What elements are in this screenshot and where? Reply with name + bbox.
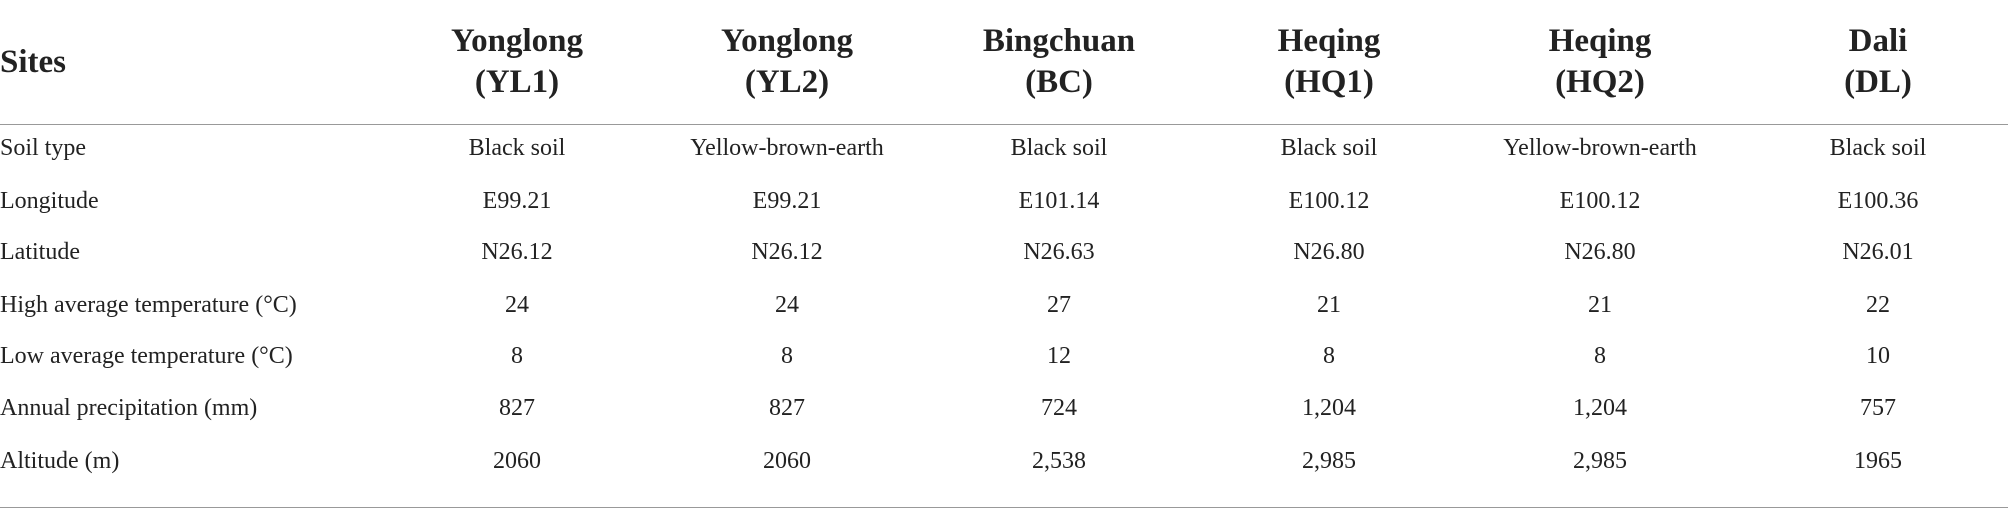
table-cell: E99.21 — [482, 188, 552, 214]
table-cell: Black soil — [1010, 135, 1108, 161]
table-cell: 8 — [511, 343, 523, 369]
table-cell: 21 — [1588, 292, 1612, 318]
table-cell: Black soil — [1829, 135, 1927, 161]
table-cell: E100.12 — [1288, 188, 1370, 214]
table-cell: 12 — [1047, 343, 1071, 369]
table-cell: 8 — [781, 343, 793, 369]
column-code: (BC) — [1025, 64, 1093, 100]
table-cell: 8 — [1323, 343, 1335, 369]
table-cell: N26.80 — [1564, 239, 1636, 265]
table-cell: Black soil — [1280, 135, 1378, 161]
table-cell: N26.01 — [1842, 239, 1914, 265]
table-cell: N26.12 — [481, 239, 553, 265]
row-label: Annual precipitation (mm) — [0, 395, 258, 421]
table-cell: 2060 — [493, 448, 541, 474]
table-cell: 2,538 — [1032, 448, 1086, 474]
table-cell: 10 — [1866, 343, 1890, 369]
table-cell: E99.21 — [752, 188, 822, 214]
column-code: (DL) — [1844, 64, 1912, 100]
column-name: Heqing — [1277, 23, 1381, 59]
column-name: Bingchuan — [982, 23, 1136, 59]
header-label: Sites — [0, 44, 66, 80]
row-label: High average temperature (°C) — [0, 292, 297, 318]
column-code: (YL2) — [744, 64, 830, 100]
table-cell: E101.14 — [1018, 188, 1100, 214]
table-cell: 27 — [1047, 292, 1071, 318]
table-cell: 2,985 — [1573, 448, 1627, 474]
table-cell: N26.12 — [751, 239, 823, 265]
column-name: Yonglong — [720, 23, 854, 59]
table-cell: 22 — [1866, 292, 1890, 318]
table-cell: Yellow-brown-earth — [690, 135, 884, 161]
row-label: Low average temperature (°C) — [0, 343, 293, 369]
table-cell: 827 — [769, 395, 805, 421]
table-cell: Black soil — [468, 135, 566, 161]
table-cell: E100.12 — [1559, 188, 1641, 214]
row-label: Longitude — [0, 188, 99, 214]
column-code: (YL1) — [474, 64, 560, 100]
table-cell: 24 — [775, 292, 799, 318]
table-cell: Yellow-brown-earth — [1503, 135, 1697, 161]
table-cell: 2060 — [763, 448, 811, 474]
row-label: Soil type — [0, 135, 87, 161]
table-cell: 1,204 — [1302, 395, 1356, 421]
table-cell: 24 — [505, 292, 529, 318]
column-name: Yonglong — [450, 23, 584, 59]
column-name: Dali — [1848, 23, 1908, 59]
column-name: Heqing — [1548, 23, 1652, 59]
column-code: (HQ2) — [1555, 64, 1645, 100]
row-label: Latitude — [0, 239, 80, 265]
table-cell: N26.63 — [1023, 239, 1095, 265]
table-cell: 21 — [1317, 292, 1341, 318]
table-cell: 827 — [499, 395, 535, 421]
bottom-rule — [0, 507, 2008, 508]
table-cell: 2,985 — [1302, 448, 1356, 474]
table-cell: 1,204 — [1573, 395, 1627, 421]
table-cell: 757 — [1860, 395, 1896, 421]
table-cell: 724 — [1041, 395, 1077, 421]
header-rule — [0, 124, 2008, 125]
column-code: (HQ1) — [1284, 64, 1374, 100]
row-label: Altitude (m) — [0, 448, 120, 474]
table-cell: N26.80 — [1293, 239, 1365, 265]
table-cell: 8 — [1594, 343, 1606, 369]
table-cell: E100.36 — [1837, 188, 1919, 214]
table-cell: 1965 — [1854, 448, 1902, 474]
